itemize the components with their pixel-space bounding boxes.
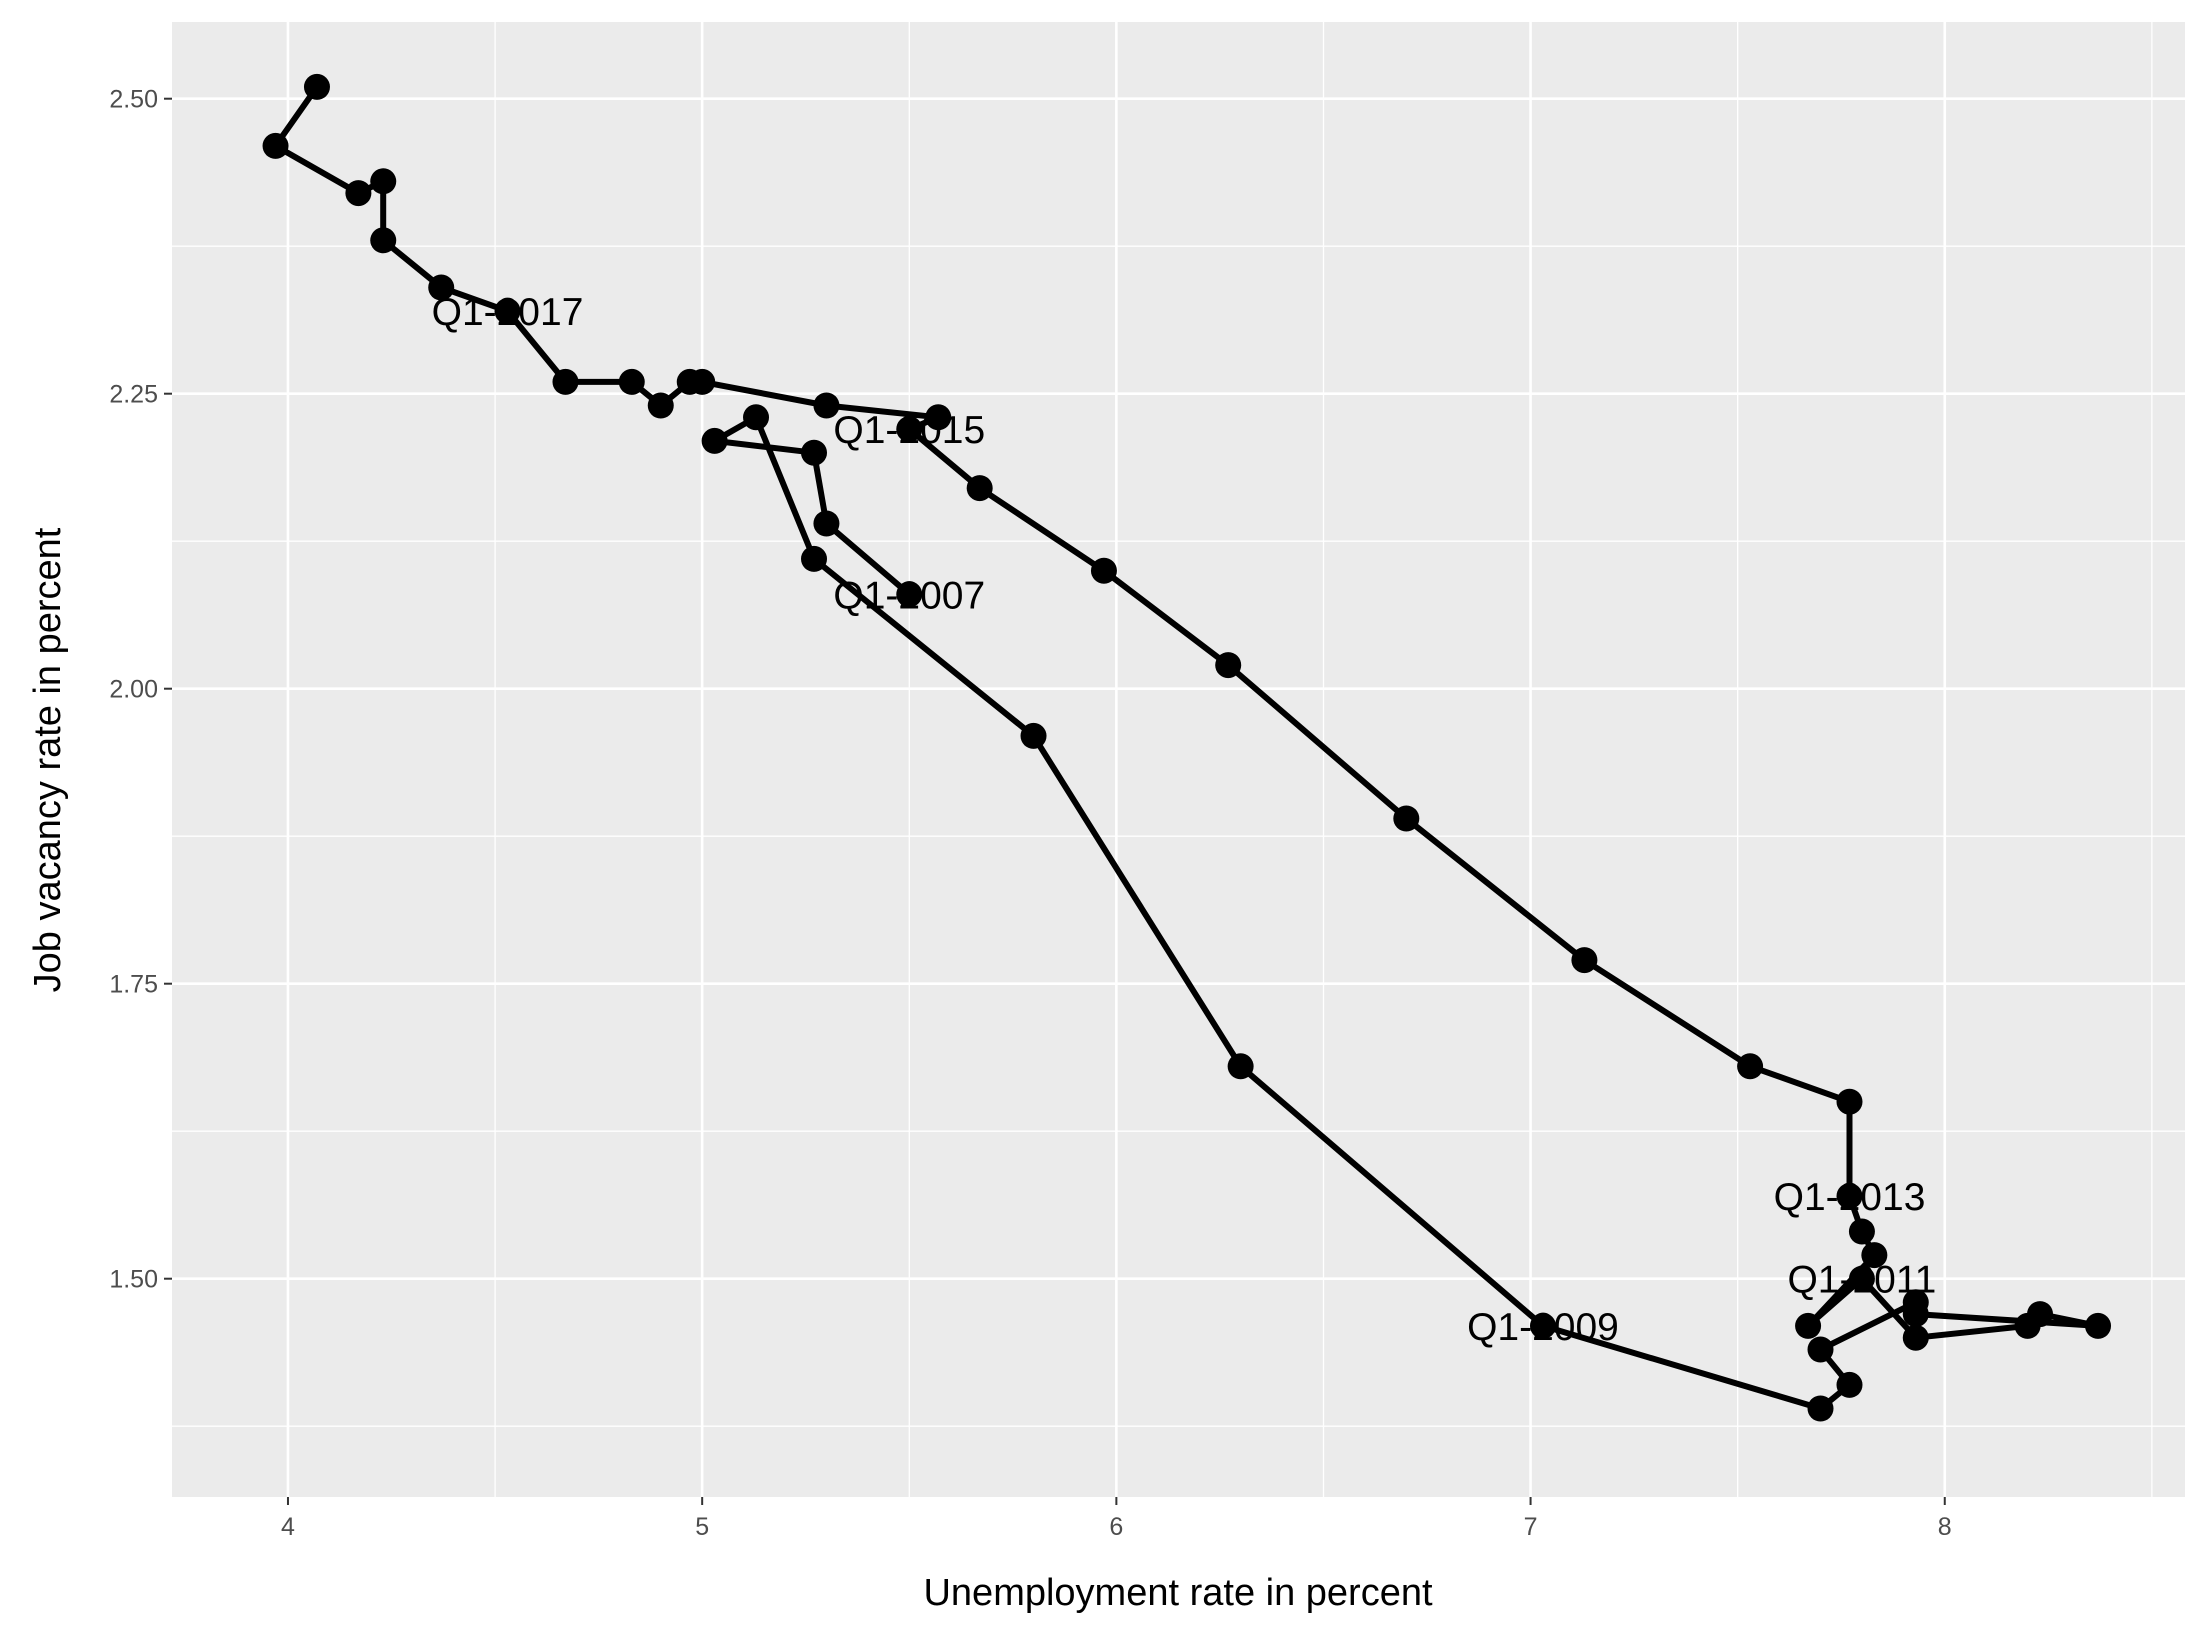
data-point-44: [303, 73, 330, 100]
data-point-7: [1227, 1053, 1254, 1080]
data-point-17: [1902, 1324, 1929, 1351]
y-tick-label-2: 2.00: [109, 676, 158, 704]
data-point-11: [1807, 1336, 1834, 1363]
annotation-label-4: Q1-2015: [833, 409, 985, 452]
y-tick-label-3: 2.25: [109, 381, 158, 409]
data-point-35: [647, 392, 674, 419]
x-tick-label-2: 6: [1109, 1513, 1123, 1541]
data-point-32: [813, 392, 840, 419]
data-point-26: [1393, 805, 1420, 832]
x-axis-title: Unemployment rate in percent: [923, 1572, 1432, 1614]
y-tick-label-0: 1.50: [109, 1266, 158, 1294]
data-point-20: [1861, 1242, 1888, 1269]
x-tick-label-3: 7: [1524, 1513, 1538, 1541]
data-point-22: [1836, 1183, 1863, 1210]
y-axis: 1.50 1.75 2.00 2.25 2.50: [109, 86, 172, 1294]
x-tick-label-4: 8: [1938, 1513, 1952, 1541]
y-tick-label-1: 1.75: [109, 971, 158, 999]
data-point-28: [1090, 557, 1117, 584]
data-point-43: [262, 132, 289, 159]
data-point-37: [552, 368, 579, 395]
y-axis-title: Job vacancy rate in percent: [27, 527, 69, 992]
data-point-19: [1795, 1312, 1822, 1339]
data-point-13: [1902, 1301, 1929, 1328]
data-point-24: [1737, 1053, 1764, 1080]
data-point-38: [494, 298, 521, 325]
annotation-label-5: Q1-2017: [432, 291, 584, 334]
y-tick-label-4: 2.50: [109, 86, 158, 114]
data-point-4: [743, 404, 770, 431]
data-point-9: [1807, 1395, 1834, 1422]
data-point-41: [370, 168, 397, 195]
data-point-10: [1836, 1371, 1863, 1398]
data-point-6: [1020, 722, 1047, 749]
annotation-label-3: Q1-2013: [1774, 1176, 1926, 1219]
data-point-1: [813, 510, 840, 537]
annotation-label-0: Q1-2007: [833, 574, 985, 617]
data-point-39: [428, 274, 455, 301]
data-point-31: [925, 404, 952, 431]
data-point-30: [896, 416, 923, 443]
annotation-label-2: Q1-2011: [1787, 1259, 1936, 1302]
grid-major: [172, 22, 2185, 1497]
data-point-8: [1529, 1312, 1556, 1339]
data-point-27: [1215, 652, 1242, 679]
x-axis: 4 5 6 7 8: [281, 1497, 1952, 1541]
x-tick-label-1: 5: [695, 1513, 709, 1541]
data-point-0: [896, 581, 923, 608]
data-point-25: [1571, 947, 1598, 974]
data-point-21: [1848, 1218, 1875, 1245]
data-point-34: [676, 368, 703, 395]
data-point-2: [801, 439, 828, 466]
data-point-42: [345, 180, 372, 207]
annotation-label-1: Q1-2009: [1467, 1306, 1619, 1349]
data-point-29: [966, 475, 993, 502]
data-point-16: [2014, 1312, 2041, 1339]
data-point-23: [1836, 1088, 1863, 1115]
data-point-36: [618, 368, 645, 395]
annotation-layer: Q1-2007 Q1-2009 Q1-2011 Q1-2013 Q1-2015 Q1-20…: [432, 291, 1937, 1349]
data-point-18: [1848, 1265, 1875, 1292]
data-point-40: [370, 227, 397, 254]
data-point-5: [801, 545, 828, 572]
series-layer: [262, 73, 2112, 1422]
data-point-14: [2085, 1312, 2112, 1339]
panel-background: [172, 22, 2185, 1497]
data-point-3: [701, 427, 728, 454]
x-tick-label-0: 4: [281, 1513, 295, 1541]
